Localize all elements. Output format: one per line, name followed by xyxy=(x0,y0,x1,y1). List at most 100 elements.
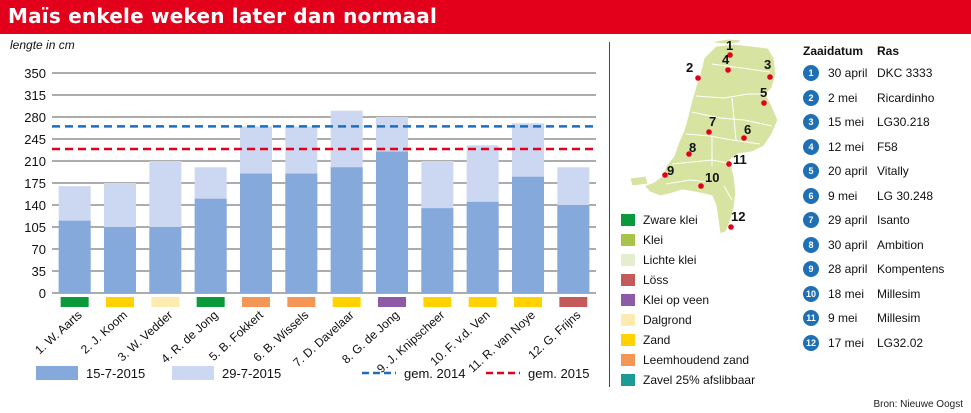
soil-legend-item: Dalgrond xyxy=(621,312,692,328)
legend-label: 29-7-2015 xyxy=(222,366,281,381)
row-number-badge: 1 xyxy=(803,65,819,81)
variety-name: Ambition xyxy=(877,237,924,252)
soil-marker xyxy=(287,297,316,307)
variety-name: LG30.218 xyxy=(877,115,930,129)
variety-name: LG 30.248 xyxy=(877,188,934,203)
table-row: 6 9 mei LG 30.248 xyxy=(803,187,968,205)
soil-marker xyxy=(242,297,270,307)
bar-15-7-2015 xyxy=(557,205,590,293)
soil-swatch xyxy=(621,214,635,226)
bar-15-7-2015 xyxy=(194,198,227,293)
row-number-badge: 11 xyxy=(803,310,819,326)
table-row: 3 15 mei LG30.218 xyxy=(803,113,968,131)
sowing-date: 20 april xyxy=(828,164,868,178)
y-tick-label: 315 xyxy=(24,88,46,103)
location-marker xyxy=(698,183,704,189)
bar-15-7-2015 xyxy=(376,151,408,293)
sowing-date: 17 mei xyxy=(828,335,865,350)
y-axis-title: lengte in cm xyxy=(10,38,75,52)
soil-marker xyxy=(106,297,134,307)
row-number-badge: 4 xyxy=(803,138,819,155)
location-marker xyxy=(706,129,712,135)
variety-name: Vitally xyxy=(877,164,909,178)
bar-15-7-2015 xyxy=(104,227,136,293)
sowing-date: 15 mei xyxy=(828,115,865,129)
bar-15-7-2015 xyxy=(466,201,499,293)
soil-swatch xyxy=(621,374,635,386)
y-tick-label: 245 xyxy=(24,132,46,147)
table-row: 2 2 mei Ricardinho xyxy=(803,89,968,107)
table-row: 1 30 april DKC 3333 xyxy=(803,64,968,82)
y-tick-label: 140 xyxy=(24,198,46,213)
location-marker xyxy=(662,172,668,178)
soil-swatch xyxy=(621,234,635,246)
location-marker xyxy=(725,67,731,73)
legend-swatch xyxy=(36,366,78,380)
soil-marker xyxy=(332,297,361,307)
column-header-zaaidatum: Zaaidatum xyxy=(803,44,864,58)
location-marker xyxy=(695,75,701,81)
soil-label: Löss xyxy=(643,273,669,287)
row-number-badge: 9 xyxy=(803,261,819,277)
bar-15-7-2015 xyxy=(512,176,544,293)
location-label: 11 xyxy=(733,152,747,167)
y-tick-label: 210 xyxy=(24,154,46,169)
soil-legend-item: Lichte klei xyxy=(621,252,696,268)
sowing-date: 30 april xyxy=(828,66,868,80)
variety-name: Ricardinho xyxy=(877,90,935,105)
location-marker xyxy=(728,224,734,230)
soil-legend-item: Zavel 25% afslibbaar xyxy=(621,372,755,388)
location-marker xyxy=(686,151,692,157)
bar-chart: lengte in cm 0 35 70 105 140 175 210 245 280 315 35… xyxy=(10,38,596,381)
soil-marker xyxy=(468,297,497,307)
variety-name: F58 xyxy=(877,139,898,154)
soil-marker xyxy=(196,297,225,307)
source-note: Bron: Nieuwe Oogst xyxy=(873,399,964,410)
location-label: 5 xyxy=(760,85,767,100)
soil-marker xyxy=(423,297,452,307)
sowing-date: 30 april xyxy=(828,237,868,252)
table-row: 12 17 mei LG32.02 xyxy=(803,334,968,352)
bar-15-7-2015 xyxy=(149,227,182,293)
soil-label: Klei op veen xyxy=(643,293,710,307)
location-label: 9 xyxy=(667,163,674,178)
bar-15-7-2015 xyxy=(240,173,272,293)
soil-label: Dalgrond xyxy=(643,313,692,327)
panel-divider xyxy=(609,42,610,387)
variety-name: DKC 3333 xyxy=(877,66,933,80)
soil-swatch xyxy=(621,314,635,326)
variety-name: Millesim xyxy=(877,311,921,325)
map-mainland xyxy=(642,43,779,235)
table-row: 11 9 mei Millesim xyxy=(803,309,968,327)
sowing-date: 28 april xyxy=(828,262,868,276)
bar-15-7-2015 xyxy=(330,167,363,293)
legend-label: gem. 2015 xyxy=(528,366,589,381)
title-bar: Maïs enkele weken later dan normaal xyxy=(0,0,971,34)
column-header-ras: Ras xyxy=(877,44,900,58)
y-tick-label: 280 xyxy=(24,110,46,125)
soil-swatch xyxy=(621,334,635,346)
table-row: 5 20 april Vitally xyxy=(803,162,968,180)
soil-swatch xyxy=(621,254,635,266)
row-number-badge: 12 xyxy=(803,334,819,351)
variety-name: Isanto xyxy=(877,213,910,227)
sowing-date: 12 mei xyxy=(828,139,865,154)
row-number-badge: 6 xyxy=(803,187,819,204)
table-row: 10 18 mei Millesim xyxy=(803,285,968,303)
soil-legend-item: Klei xyxy=(621,232,663,248)
soil-marker xyxy=(60,297,89,307)
variety-name: LG32.02 xyxy=(877,335,924,350)
row-number-badge: 10 xyxy=(803,285,819,302)
soil-label: Zavel 25% afslibbaar xyxy=(643,373,756,387)
sowing-date: 29 april xyxy=(828,213,868,227)
map-zeeland-island xyxy=(629,175,649,187)
sowing-date: 2 mei xyxy=(828,90,858,105)
soil-marker xyxy=(151,297,180,307)
sowing-date: 18 mei xyxy=(828,286,865,301)
location-label: 12 xyxy=(731,209,745,224)
map-province-lines xyxy=(665,63,773,201)
location-label: 7 xyxy=(709,114,716,129)
soil-label: Zand xyxy=(643,333,671,347)
soil-label: Zware klei xyxy=(643,213,698,227)
soil-label: Lichte klei xyxy=(643,253,697,267)
